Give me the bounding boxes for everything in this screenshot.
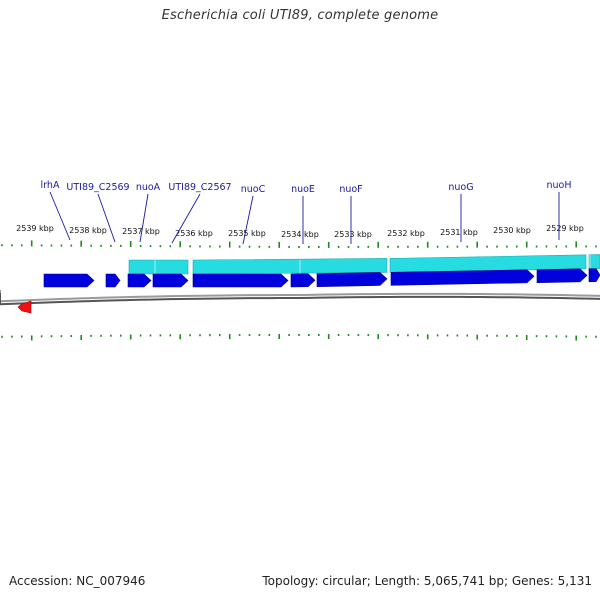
gene-leader-line — [49, 191, 71, 241]
gene-label[interactable]: lrhA — [41, 180, 60, 191]
gene-label[interactable]: UTI89_C2569 — [66, 182, 129, 193]
gene-arrow[interactable] — [588, 268, 600, 283]
gene-arrow[interactable] — [192, 273, 289, 288]
kbp-tick-label: 2532 kbp — [387, 229, 425, 238]
gene-label[interactable]: nuoE — [291, 184, 315, 195]
gene-arrow[interactable] — [290, 273, 316, 288]
operon-band-track — [128, 254, 600, 275]
gene-leader-line — [171, 193, 201, 244]
kbp-tick-label: 2539 kbp — [16, 224, 54, 233]
gene-leader-line — [242, 195, 254, 245]
gene-arrow[interactable] — [127, 273, 152, 288]
reverse-gene-arrow[interactable] — [17, 300, 32, 314]
kbp-tick-label: 2534 kbp — [281, 230, 319, 239]
gene-arrow[interactable] — [43, 273, 95, 288]
kbp-tick-label: 2538 kbp — [69, 226, 107, 235]
gene-track[interactable] — [43, 268, 600, 288]
gene-arrow[interactable] — [316, 272, 388, 288]
gene-arrow[interactable] — [152, 273, 189, 288]
accession-text: Accession: NC_007946 — [9, 574, 146, 588]
tick-track-bottom — [1, 334, 597, 341]
gene-label[interactable]: nuoF — [339, 184, 362, 195]
gene-label[interactable]: UTI89_C2567 — [168, 182, 231, 193]
gene-label[interactable]: nuoA — [136, 182, 161, 193]
reverse-gene-track[interactable] — [17, 300, 32, 314]
backbone-line — [0, 290, 600, 303]
operon-band — [128, 259, 189, 275]
tick-track-top — [1, 240, 597, 248]
kbp-tick-label: 2533 kbp — [334, 230, 372, 239]
genome-title: Escherichia coli UTI89, complete genome — [161, 8, 439, 23]
operon-band — [389, 254, 587, 273]
gene-label[interactable]: nuoG — [448, 182, 473, 193]
kbp-tick-label: 2536 kbp — [175, 229, 213, 238]
gene-label-track: lrhA UTI89_C2569 nuoA UTI89_C2567 nuoC nuoE nu… — [41, 180, 572, 245]
kbp-tick-label: 2529 kbp — [546, 224, 584, 233]
gene-label[interactable]: nuoC — [241, 184, 266, 195]
gene-leader-line — [139, 193, 149, 243]
operon-band — [192, 258, 388, 275]
gene-arrow[interactable] — [105, 273, 121, 288]
genome-backbone — [0, 290, 600, 306]
kbp-tick-label: 2530 kbp — [493, 226, 531, 235]
gene-label[interactable]: nuoH — [547, 180, 572, 191]
kbp-tick-label: 2537 kbp — [122, 227, 160, 236]
operon-band — [588, 254, 600, 270]
gene-arrow[interactable] — [390, 269, 535, 286]
backbone-line — [0, 293, 600, 306]
gene-leader-line — [97, 193, 116, 243]
genome-summary-text: Topology: circular; Length: 5,065,741 bp… — [262, 574, 592, 588]
gene-arrow[interactable] — [536, 268, 588, 284]
kbp-label-track: 2539 kbp 2538 kbp 2537 kbp 2536 kbp 2535 kbp… — [16, 224, 584, 239]
kbp-tick-label: 2535 kbp — [228, 229, 266, 238]
kbp-tick-label: 2531 kbp — [440, 228, 478, 237]
